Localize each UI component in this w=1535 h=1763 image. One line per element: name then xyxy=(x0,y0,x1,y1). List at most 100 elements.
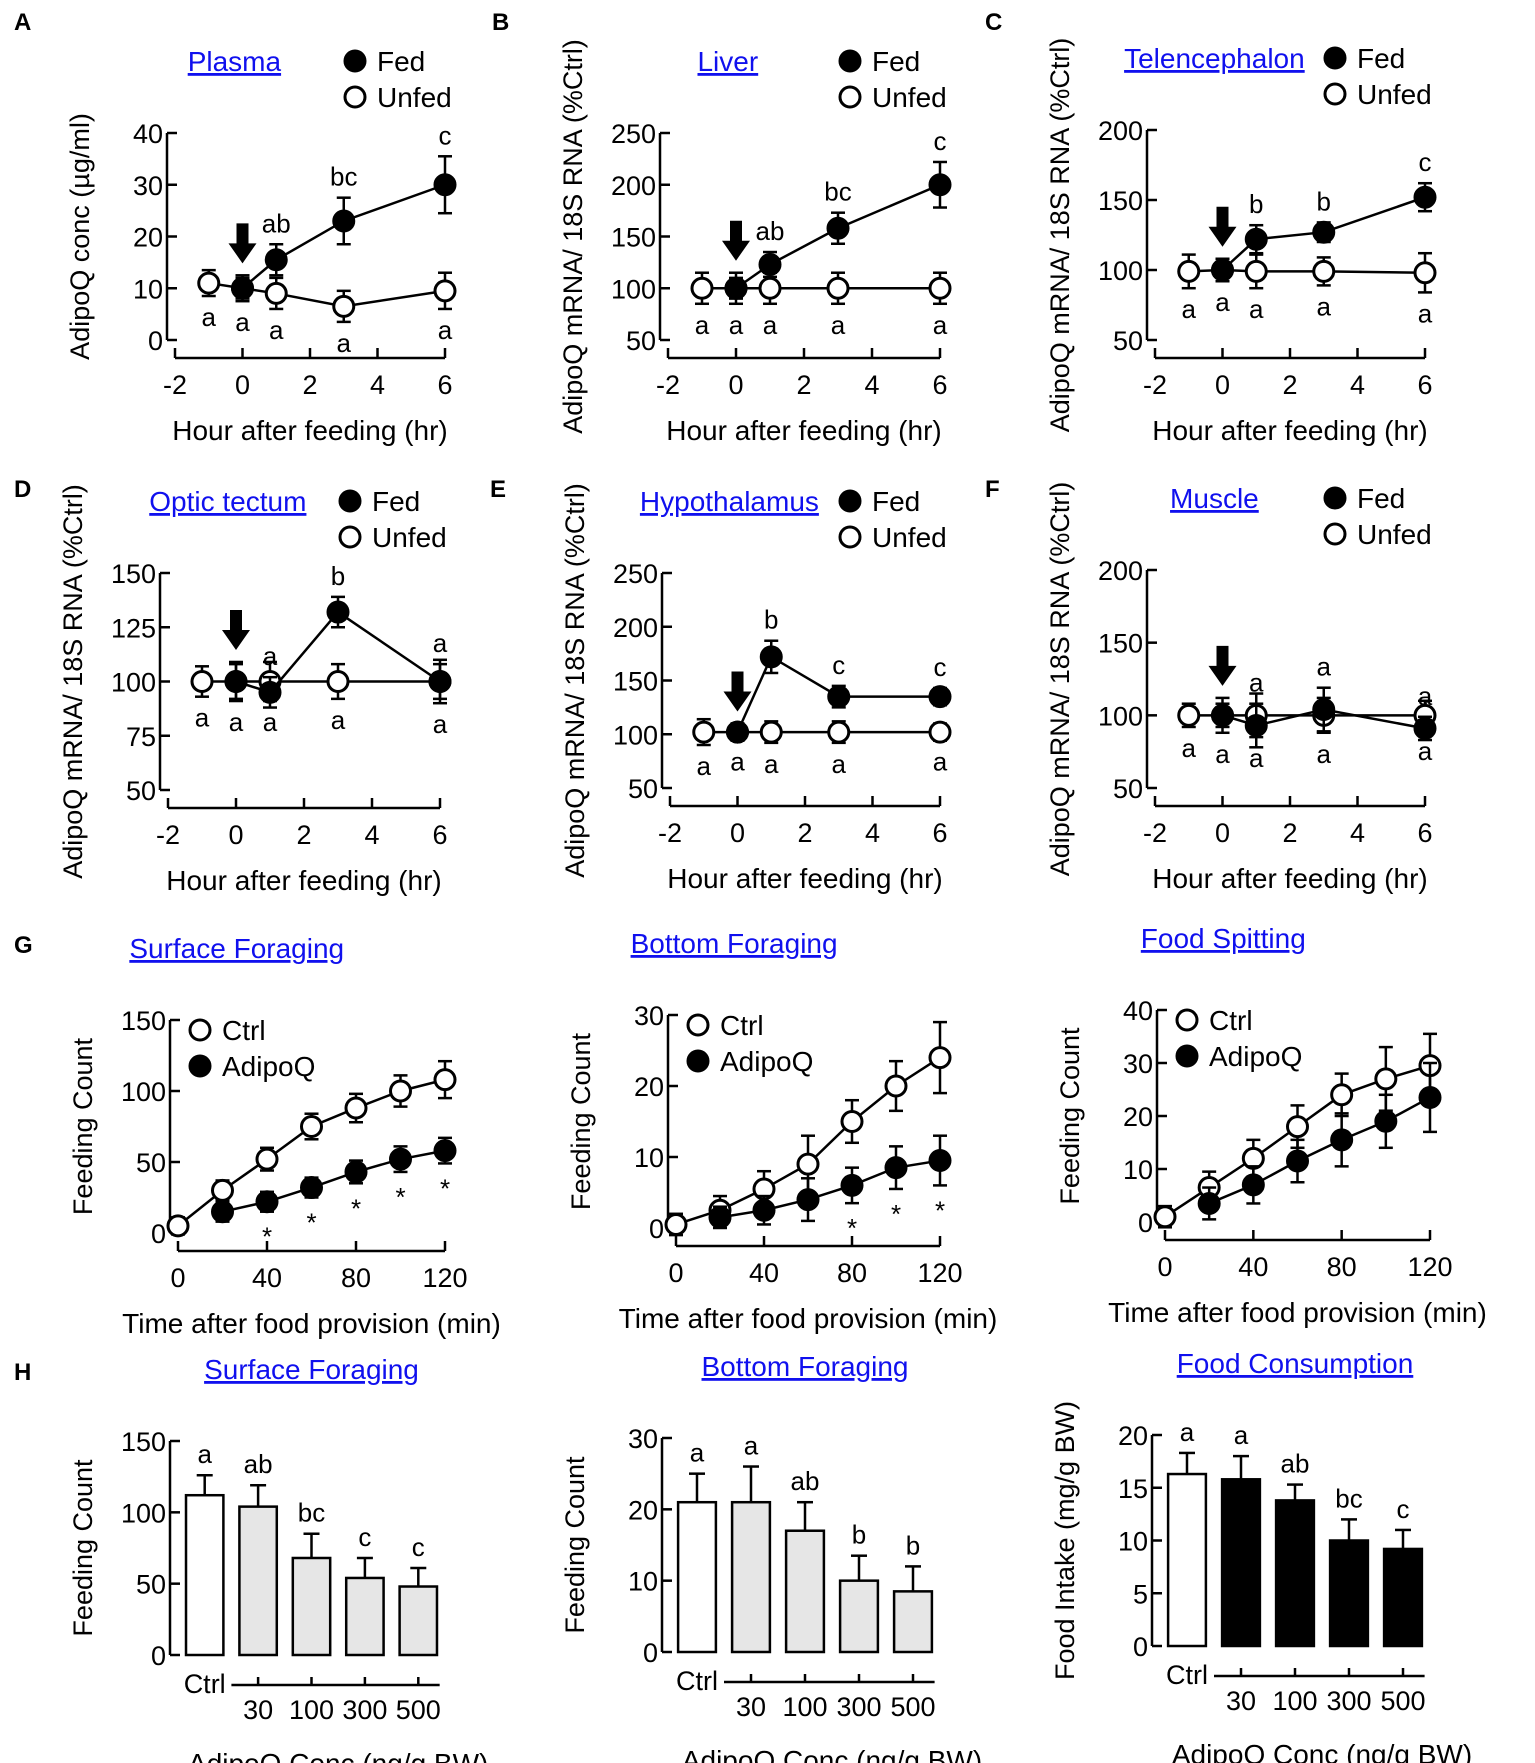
x-tick-label: 300 xyxy=(342,1695,387,1725)
panel-letter: D xyxy=(14,476,31,503)
significance-letter: a xyxy=(832,749,847,779)
y-tick-label: 100 xyxy=(111,668,156,698)
y-tick-label: 0 xyxy=(643,1638,658,1668)
x-tick-label: 6 xyxy=(437,370,452,400)
y-axis-title: AdipoQ mRNA/ 18S RNA (%Ctrl) xyxy=(558,39,588,434)
x-tick-label: 2 xyxy=(296,820,311,850)
x-tick-label: 4 xyxy=(370,370,385,400)
y-tick-label: 10 xyxy=(628,1567,658,1597)
legend-label-fed: Fed xyxy=(377,46,425,77)
data-point xyxy=(1330,1083,1354,1107)
series-adipoq xyxy=(1197,1061,1442,1221)
y-tick-label: 0 xyxy=(151,1219,166,1249)
significance-letter: a xyxy=(831,310,846,340)
bar-30 xyxy=(1220,1478,1262,1648)
significance-letter: a xyxy=(730,747,745,777)
y-tick-label: 150 xyxy=(1098,186,1143,216)
data-point xyxy=(433,173,457,197)
y-tick-label: 50 xyxy=(136,1570,166,1600)
x-tick-label: 0 xyxy=(228,820,243,850)
legend-label-unfed: Unfed xyxy=(377,82,452,113)
panel-g3: Food Spitting 0 10 20 30 40 Feeding Count 0 40 80… xyxy=(1055,923,1487,1328)
x-tick-label: 0 xyxy=(1215,818,1230,848)
series-line xyxy=(235,610,441,694)
y-tick-label: 250 xyxy=(613,559,658,589)
x-tick-label: 0 xyxy=(1157,1252,1172,1282)
data-point xyxy=(840,1110,864,1133)
x-tick-label: -2 xyxy=(163,370,187,400)
series-line xyxy=(735,183,941,290)
y-tick-label: 30 xyxy=(133,171,163,201)
y-tick-label: 50 xyxy=(1113,774,1143,804)
x-tick-label: 100 xyxy=(289,1695,334,1725)
significance-letter: a xyxy=(933,747,948,777)
data-point xyxy=(1374,1109,1398,1133)
legend-marker-fed xyxy=(1323,46,1347,70)
legend-label-ctrl: Ctrl xyxy=(1209,1005,1253,1036)
data-point xyxy=(1197,1191,1221,1215)
y-tick-label: 20 xyxy=(1118,1421,1148,1451)
data-point xyxy=(759,645,783,669)
data-point xyxy=(211,1200,234,1224)
data-point xyxy=(826,276,850,300)
y-axis-title: AdipoQ mRNA/ 18S RNA (%Ctrl) xyxy=(58,484,88,879)
feeding-arrow-icon xyxy=(723,671,752,712)
significance-letter: a xyxy=(1234,1420,1249,1450)
data-point xyxy=(827,720,851,744)
legend-marker-unfed xyxy=(838,525,862,549)
x-tick-label: 40 xyxy=(749,1258,779,1288)
data-point xyxy=(190,670,214,693)
y-tick-label: 10 xyxy=(133,274,163,304)
panel-e: E Hypothalamus 50 100 150 200 250 AdipoQ mRNA/ … xyxy=(490,476,952,894)
panel-title: Liver xyxy=(697,46,758,77)
y-tick-label: 50 xyxy=(1113,326,1143,356)
x-tick-label: -2 xyxy=(156,820,180,850)
significance-letter: a xyxy=(1182,294,1197,324)
data-point xyxy=(726,720,749,744)
data-point xyxy=(827,685,851,709)
data-point xyxy=(1413,185,1437,209)
panel-title: Surface Foraging xyxy=(204,1354,419,1385)
panel-d: D Optic tectum 50 75 100 125 150 AdipoQ mRNA/ 1… xyxy=(14,476,452,896)
x-axis-title: Hour after feeding (hr) xyxy=(172,415,447,446)
data-point xyxy=(1312,259,1336,283)
y-axis-title: AdipoQ mRNA/ 18S RNA (%Ctrl) xyxy=(1045,482,1075,877)
data-point xyxy=(664,1212,688,1236)
asterisk-mark: * xyxy=(395,1182,405,1212)
significance-letter: b xyxy=(1317,186,1331,216)
data-point xyxy=(928,720,952,744)
legend-label-fed: Fed xyxy=(1357,483,1405,514)
legend-label-unfed: Unfed xyxy=(872,82,947,113)
y-tick-label: 30 xyxy=(634,1001,664,1031)
y-tick-label: 0 xyxy=(1138,1208,1153,1238)
significance-letter: c xyxy=(1419,147,1432,177)
significance-letter: a xyxy=(433,709,448,739)
significance-letter: ab xyxy=(262,208,291,238)
x-tick-label: 4 xyxy=(1350,818,1365,848)
x-axis-title: Time after food provision (min) xyxy=(1108,1297,1487,1328)
feeding-arrow-icon xyxy=(1208,206,1237,247)
x-tick-label: 30 xyxy=(243,1695,273,1725)
significance-letter: a xyxy=(690,1438,705,1468)
data-point xyxy=(1244,227,1268,251)
data-point xyxy=(1241,1173,1265,1197)
legend-label-fed: Fed xyxy=(1357,43,1405,74)
bar-30 xyxy=(730,1500,772,1654)
data-point xyxy=(389,1079,412,1103)
bar-30 xyxy=(238,1505,279,1657)
panel-c: C Telencephalon 50 100 150 200 AdipoQ mRNA/ 18… xyxy=(985,9,1437,446)
series-fed: b c c xyxy=(726,605,952,744)
legend-label-adipoq: AdipoQ xyxy=(1209,1041,1302,1072)
x-tick-label: 4 xyxy=(364,820,379,850)
panel-title: Food Consumption xyxy=(1177,1348,1414,1379)
x-tick-label: -2 xyxy=(656,370,680,400)
significance-letter: a xyxy=(1418,298,1433,328)
data-point xyxy=(752,1198,776,1222)
x-tick-label: 500 xyxy=(1380,1686,1425,1716)
data-point xyxy=(928,1046,952,1070)
significance-letter: ab xyxy=(756,216,785,246)
x-tick-label: 500 xyxy=(396,1695,441,1725)
significance-letter: a xyxy=(729,310,744,340)
y-tick-label: 200 xyxy=(613,613,658,643)
